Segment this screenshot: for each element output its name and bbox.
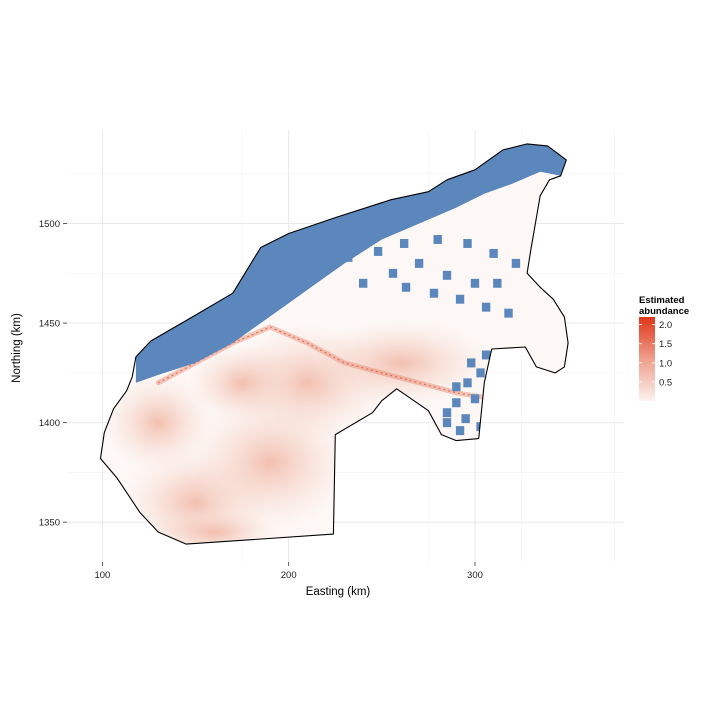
no-data-cell [461, 414, 470, 424]
ridge-line [158, 326, 494, 400]
y-tick-label: 1500 [39, 219, 60, 230]
no-data-zone [135, 143, 567, 383]
legend-title-line2: abundance [639, 306, 689, 317]
y-tick-label: 1450 [39, 319, 60, 330]
abundance-shade [307, 319, 494, 407]
high-abundance-ridge [155, 324, 497, 402]
x-tick-label: 200 [281, 570, 297, 581]
no-data-cell [493, 278, 502, 288]
no-data-cell [452, 382, 461, 392]
no-data-cell [470, 394, 480, 404]
no-data-cell [442, 270, 452, 280]
no-data-cell [481, 302, 491, 312]
legend-label: 1.0 [659, 358, 672, 369]
no-data-cell [373, 223, 383, 233]
no-data-cell [388, 268, 398, 278]
y-axis-title: Northing (km) [11, 313, 23, 383]
no-data-cell [511, 258, 521, 268]
no-data-cell [414, 258, 424, 268]
legend-title-line1: Estimated [639, 295, 685, 306]
no-data-cell [442, 418, 452, 428]
no-data-cell [489, 248, 498, 258]
legend-ticks: 2.0 1.5 1.0 0.5 [639, 320, 672, 388]
legend-colorbar [639, 317, 655, 401]
y-tick-label: 1400 [39, 418, 60, 429]
x-tick-label: 100 [94, 570, 110, 581]
no-data-cell [481, 350, 491, 360]
x-axis-title: Easting (km) [306, 586, 371, 598]
abundance-shade [102, 372, 215, 473]
no-data-cell [470, 278, 480, 288]
legend-label: 2.0 [659, 320, 672, 331]
no-data-cell [344, 252, 353, 262]
x-tick-label: 300 [467, 570, 483, 581]
no-data-cell [455, 294, 465, 304]
no-data-cell [463, 238, 472, 248]
abundance-shade [186, 343, 298, 423]
y-tick-label: 1350 [39, 518, 60, 529]
no-data-cell [433, 235, 442, 244]
no-data-cell [476, 368, 485, 378]
no-data-cell [429, 288, 439, 298]
no-data-cell [401, 282, 411, 292]
x-axis: 100 200 300 [94, 562, 483, 581]
no-data-cell [467, 358, 476, 368]
no-data-cell [504, 308, 513, 318]
legend-label: 1.5 [659, 339, 672, 350]
no-data-cell [373, 246, 383, 256]
y-axis: 1350 1400 1450 1500 [39, 219, 67, 529]
no-data-cell [399, 238, 409, 248]
no-data-cell [359, 278, 368, 288]
legend-label: 0.5 [659, 377, 672, 388]
study-region-boundary [99, 143, 569, 545]
no-data-cell [463, 378, 472, 388]
no-data-cell [455, 426, 465, 436]
no-data-cell [452, 398, 461, 408]
no-data-zones [135, 143, 567, 436]
no-data-cell [442, 408, 452, 418]
legend: Estimated abundance 2.0 1.5 1.0 0.5 [639, 295, 689, 401]
